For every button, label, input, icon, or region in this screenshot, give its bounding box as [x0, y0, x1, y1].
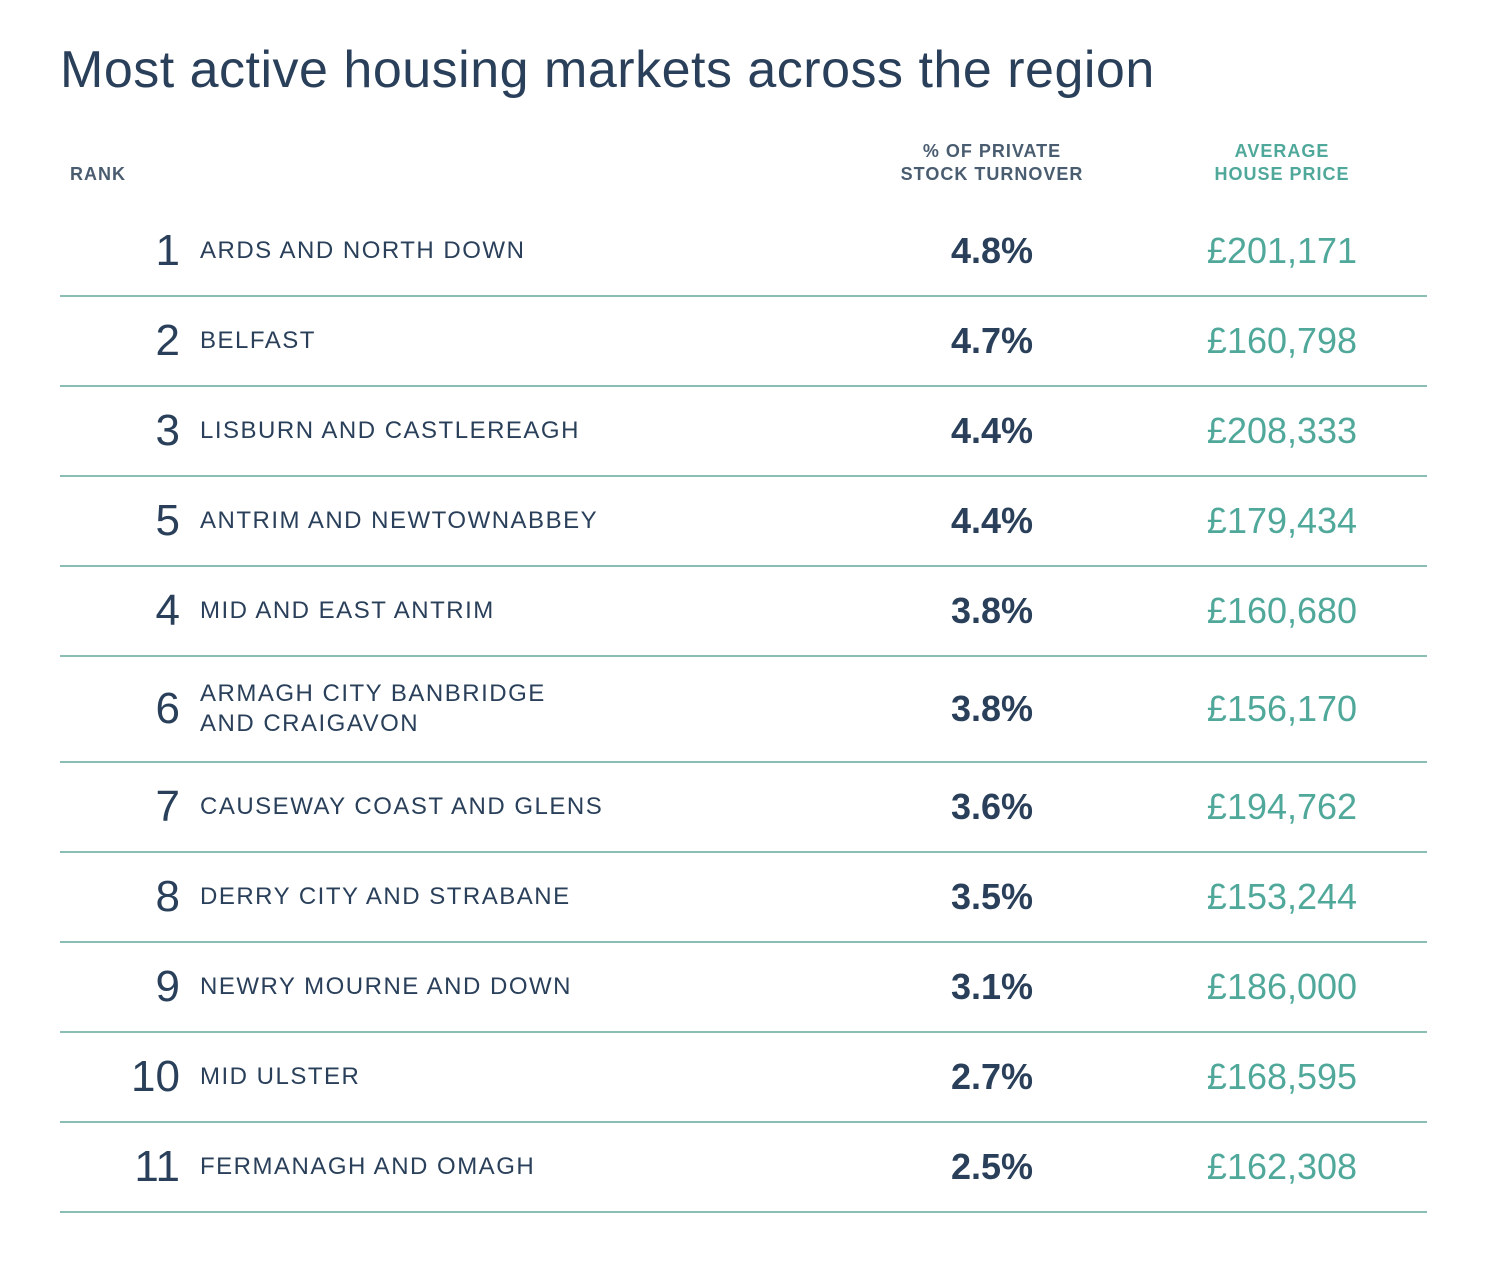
cell-name: BELFAST [190, 296, 847, 386]
cell-name: FERMANAGH AND OMAGH [190, 1122, 847, 1212]
cell-rank: 5 [60, 476, 190, 566]
table-row: 10MID ULSTER2.7%£168,595 [60, 1032, 1427, 1122]
col-header-rank: RANK [60, 140, 190, 207]
cell-price: £208,333 [1137, 386, 1427, 476]
col-header-name [190, 140, 847, 207]
cell-rank: 8 [60, 852, 190, 942]
col-header-turnover-line1: % OF PRIVATE [923, 141, 1061, 161]
cell-price: £160,680 [1137, 566, 1427, 656]
cell-name: ANTRIM AND NEWTOWNABBEY [190, 476, 847, 566]
table-row: 3LISBURN AND CASTLEREAGH4.4%£208,333 [60, 386, 1427, 476]
cell-turnover: 3.5% [847, 852, 1137, 942]
cell-rank: 4 [60, 566, 190, 656]
cell-rank: 3 [60, 386, 190, 476]
cell-name: MID ULSTER [190, 1032, 847, 1122]
cell-name: ARMAGH CITY BANBRIDGEAND CRAIGAVON [190, 656, 847, 762]
cell-turnover: 4.7% [847, 296, 1137, 386]
cell-turnover: 3.1% [847, 942, 1137, 1032]
cell-rank: 6 [60, 656, 190, 762]
cell-rank: 2 [60, 296, 190, 386]
cell-price: £179,434 [1137, 476, 1427, 566]
cell-turnover: 2.5% [847, 1122, 1137, 1212]
col-header-price-line2: HOUSE PRICE [1214, 164, 1349, 184]
table-header: RANK % OF PRIVATE STOCK TURNOVER AVERAGE… [60, 140, 1427, 207]
table-row: 2BELFAST4.7%£160,798 [60, 296, 1427, 386]
cell-price: £156,170 [1137, 656, 1427, 762]
cell-turnover: 3.6% [847, 762, 1137, 852]
cell-price: £194,762 [1137, 762, 1427, 852]
cell-name: LISBURN AND CASTLEREAGH [190, 386, 847, 476]
table-row: 6ARMAGH CITY BANBRIDGEAND CRAIGAVON3.8%£… [60, 656, 1427, 762]
cell-name: DERRY CITY AND STRABANE [190, 852, 847, 942]
cell-rank: 1 [60, 207, 190, 296]
cell-rank: 7 [60, 762, 190, 852]
cell-rank: 11 [60, 1122, 190, 1212]
table-row: 11FERMANAGH AND OMAGH2.5%£162,308 [60, 1122, 1427, 1212]
cell-turnover: 4.8% [847, 207, 1137, 296]
page-title: Most active housing markets across the r… [60, 40, 1427, 100]
table-row: 7CAUSEWAY COAST AND GLENS3.6%£194,762 [60, 762, 1427, 852]
cell-price: £201,171 [1137, 207, 1427, 296]
cell-name: NEWRY MOURNE AND DOWN [190, 942, 847, 1032]
cell-price: £160,798 [1137, 296, 1427, 386]
cell-price: £168,595 [1137, 1032, 1427, 1122]
table-row: 9NEWRY MOURNE AND DOWN3.1%£186,000 [60, 942, 1427, 1032]
col-header-price: AVERAGE HOUSE PRICE [1137, 140, 1427, 207]
cell-name: MID AND EAST ANTRIM [190, 566, 847, 656]
page: Most active housing markets across the r… [0, 0, 1487, 1273]
table-row: 5ANTRIM AND NEWTOWNABBEY4.4%£179,434 [60, 476, 1427, 566]
cell-price: £153,244 [1137, 852, 1427, 942]
housing-markets-table: RANK % OF PRIVATE STOCK TURNOVER AVERAGE… [60, 140, 1427, 1213]
cell-turnover: 3.8% [847, 656, 1137, 762]
cell-turnover: 4.4% [847, 386, 1137, 476]
cell-price: £162,308 [1137, 1122, 1427, 1212]
cell-rank: 10 [60, 1032, 190, 1122]
table-row: 1ARDS AND NORTH DOWN4.8%£201,171 [60, 207, 1427, 296]
cell-turnover: 3.8% [847, 566, 1137, 656]
cell-price: £186,000 [1137, 942, 1427, 1032]
cell-turnover: 4.4% [847, 476, 1137, 566]
cell-name: ARDS AND NORTH DOWN [190, 207, 847, 296]
col-header-turnover: % OF PRIVATE STOCK TURNOVER [847, 140, 1137, 207]
cell-turnover: 2.7% [847, 1032, 1137, 1122]
table-row: 4MID AND EAST ANTRIM3.8%£160,680 [60, 566, 1427, 656]
col-header-turnover-line2: STOCK TURNOVER [901, 164, 1084, 184]
col-header-price-line1: AVERAGE [1235, 141, 1330, 161]
cell-name: CAUSEWAY COAST AND GLENS [190, 762, 847, 852]
table-row: 8DERRY CITY AND STRABANE3.5%£153,244 [60, 852, 1427, 942]
cell-rank: 9 [60, 942, 190, 1032]
table-body: 1ARDS AND NORTH DOWN4.8%£201,1712BELFAST… [60, 207, 1427, 1212]
